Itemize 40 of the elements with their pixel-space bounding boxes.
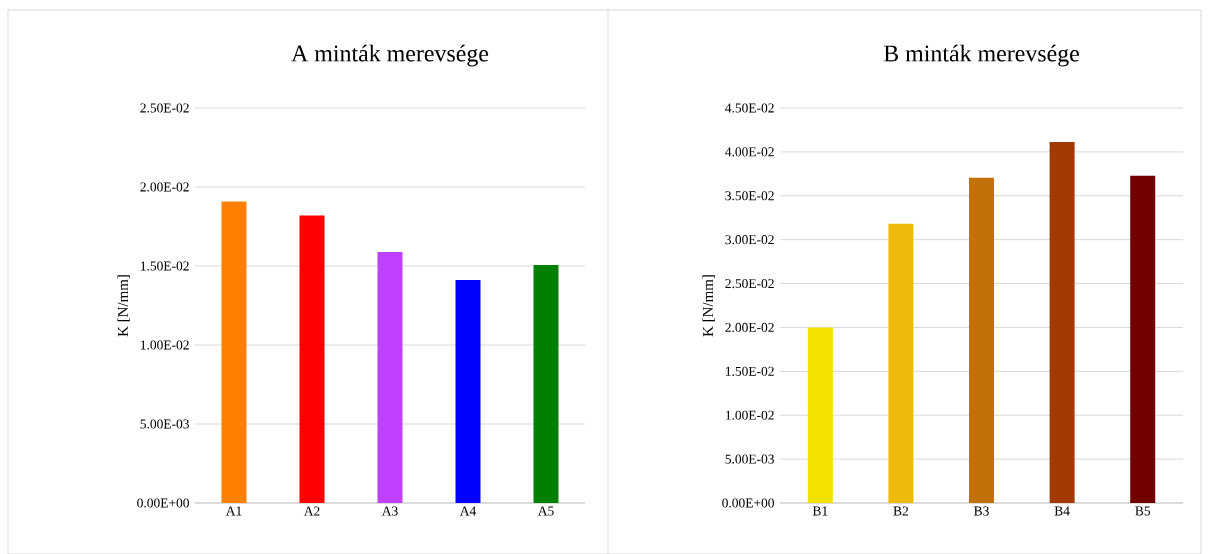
- x-tick-label: B5: [1135, 506, 1151, 516]
- y-tick-label: 2.00E-02: [140, 182, 189, 192]
- chart-title: A minták merevsége: [291, 44, 489, 67]
- y-axis-title: K [N/mm]: [117, 275, 130, 337]
- y-tick-label: 4.00E-02: [725, 147, 774, 157]
- x-tick-label: B4: [1054, 506, 1070, 516]
- y-tick-label: 3.50E-02: [725, 191, 774, 201]
- y-tick-label: 5.00E-03: [140, 419, 189, 429]
- bar: [969, 177, 995, 504]
- bar: [377, 252, 403, 504]
- y-tick-label: 1.50E-02: [140, 261, 189, 271]
- y-tick-label: 5.00E-03: [725, 454, 774, 464]
- x-tick-label: B2: [893, 506, 909, 516]
- x-tick-label: A2: [303, 506, 320, 516]
- x-tick-label: B1: [812, 506, 828, 516]
- x-tick-label: A4: [459, 506, 477, 516]
- y-tick-label: 3.00E-02: [725, 235, 774, 245]
- bar: [1049, 141, 1075, 504]
- y-tick-label: 0.00E+00: [137, 498, 189, 508]
- bar: [455, 279, 481, 504]
- bar: [221, 201, 247, 504]
- bar: [299, 215, 325, 504]
- bar: [807, 327, 833, 504]
- x-tick-label: B3: [974, 506, 989, 516]
- x-tick-label: A5: [537, 506, 554, 516]
- y-tick-label: 2.00E-02: [725, 322, 774, 333]
- y-tick-label: 2.50E-02: [725, 278, 774, 289]
- y-tick-label: 1.00E-02: [726, 410, 774, 420]
- x-tick-label: A1: [225, 506, 242, 516]
- y-tick-label: 2.50E-02: [140, 103, 189, 113]
- chart-title: B minták merevsége: [883, 44, 1079, 67]
- bar: [533, 265, 559, 504]
- bar: [888, 223, 914, 504]
- y-tick-label: 4.50E-02: [725, 103, 774, 113]
- y-tick-label: 0.00E+00: [722, 498, 774, 508]
- bar: [1130, 175, 1156, 504]
- y-axis-title: K [N/mm]: [702, 275, 715, 337]
- x-tick-label: A3: [381, 506, 398, 516]
- y-tick-label: 1.50E-02: [726, 366, 774, 376]
- y-tick-label: 1.00E-02: [140, 340, 189, 350]
